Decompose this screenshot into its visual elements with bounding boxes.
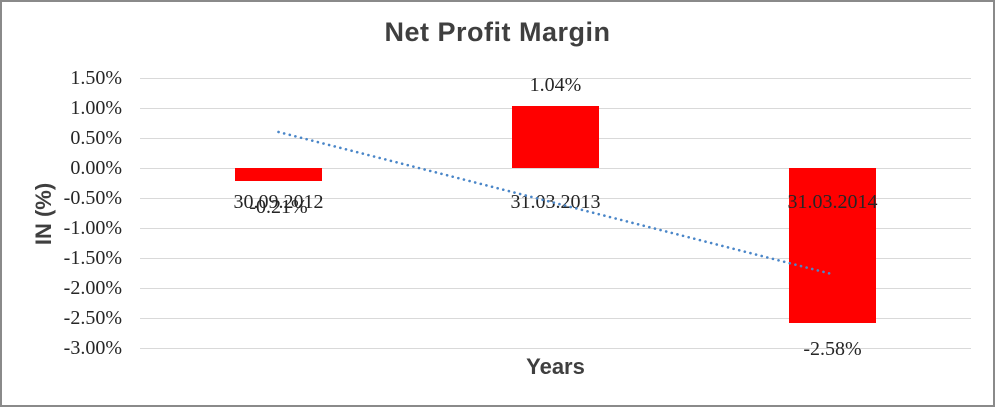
y-axis-tick-label: -0.50% (63, 187, 122, 209)
gridline (140, 287, 971, 289)
category-label: 31.03.2014 (787, 191, 878, 213)
y-axis-tick-label: 0.50% (70, 127, 122, 149)
y-axis-tick-label: -2.50% (63, 307, 122, 329)
y-axis-tick-label: 1.00% (70, 97, 122, 119)
gridline (140, 347, 971, 349)
y-axis-tick-label: -2.00% (63, 277, 122, 299)
chart-title: Net Profit Margin (384, 17, 611, 47)
category-label: 31.03.2013 (510, 191, 601, 213)
value-label: 1.04% (529, 73, 582, 96)
y-axis-tick-label: -3.00% (63, 337, 122, 359)
y-axis-tick-label: -1.50% (63, 247, 122, 269)
gridline (140, 317, 971, 319)
value-label: -2.58% (803, 337, 862, 360)
gridline (140, 77, 971, 79)
y-axis-tick-label: 1.50% (70, 67, 122, 89)
y-axis-tick-label: -1.00% (63, 217, 122, 239)
bar-31.03.2013 (512, 105, 599, 168)
bar-30.09.2012 (235, 168, 322, 181)
value-label: -0.21% (249, 195, 308, 218)
y-axis-tick-label: 0.00% (70, 157, 122, 179)
x-axis-title: Years (526, 354, 585, 379)
